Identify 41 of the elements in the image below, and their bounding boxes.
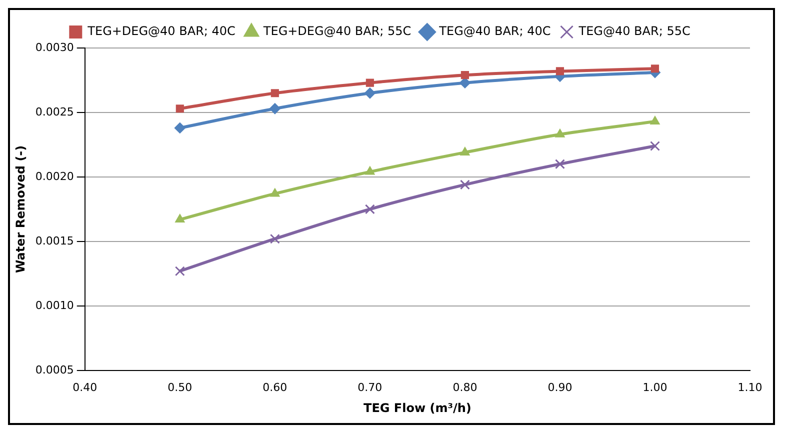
point [650, 64, 660, 73]
legend-label: TEG@40 BAR; 55C [578, 24, 690, 38]
point [365, 166, 375, 175]
point [270, 234, 280, 244]
legend-label: TEG+DEG@40 BAR; 40C [86, 24, 236, 38]
point [555, 128, 565, 138]
x-tick-label: 0.70 [358, 380, 382, 394]
y-tick-label: 0.0010 [35, 298, 74, 312]
point [174, 122, 186, 134]
legend-label: TEG+DEG@40 BAR; 55C [262, 24, 412, 38]
point [174, 266, 185, 276]
point [366, 78, 374, 87]
point [554, 159, 565, 170]
point [270, 188, 280, 197]
point [460, 71, 469, 80]
x-tick-label: 0.90 [548, 380, 572, 394]
x-tick-label: 0.80 [452, 380, 478, 394]
y-tick-label: 0.0025 [35, 105, 74, 118]
x-tick-label: 0.60 [262, 380, 288, 394]
x-axis-title: TEG Flow (m³/h) [364, 400, 472, 415]
x-tick-label: 1.10 [738, 380, 762, 394]
point [269, 103, 280, 114]
legend-label: TEG@40 BAR; 40C [438, 24, 551, 38]
y-tick-label: 0.0030 [35, 40, 74, 54]
x-tick-label: 1.00 [642, 380, 668, 394]
y-axis-title: Water Removed (-) [13, 145, 28, 274]
y-tick-label: 0.0020 [35, 170, 74, 183]
y-tick-label: 0.0015 [35, 234, 74, 248]
point [364, 204, 375, 214]
point [175, 214, 185, 223]
y-tick-label: 0.0005 [35, 363, 74, 376]
x-tick-label: 0.40 [72, 380, 98, 394]
point [270, 89, 279, 98]
point [364, 88, 376, 99]
point [460, 180, 470, 190]
point [650, 116, 660, 125]
point [460, 146, 470, 156]
point [176, 104, 184, 113]
point [650, 141, 660, 151]
x-tick-label: 0.50 [168, 380, 192, 394]
point [556, 67, 564, 76]
